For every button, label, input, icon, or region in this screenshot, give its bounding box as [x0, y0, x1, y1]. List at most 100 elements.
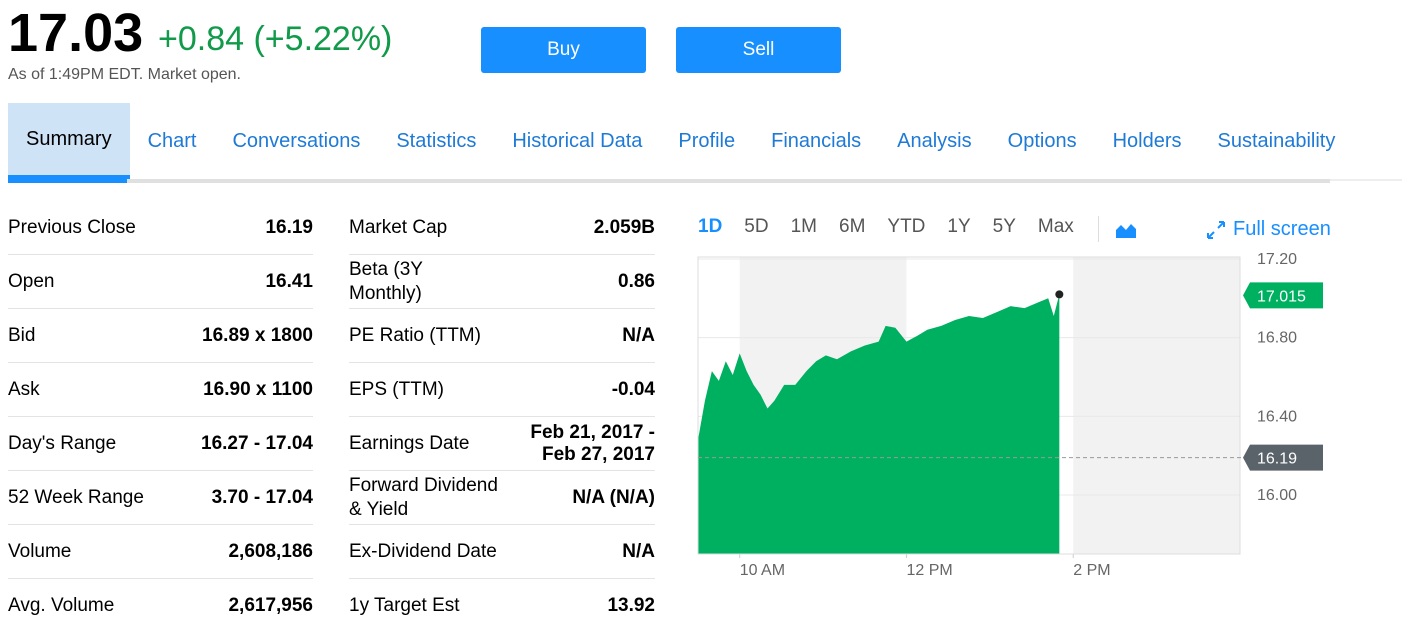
separator	[1098, 216, 1099, 242]
range-button[interactable]: 5Y	[992, 216, 1016, 237]
y-tick-label: 16.80	[1257, 330, 1297, 347]
price-tag	[1243, 444, 1323, 471]
row-value: Feb 21, 2017 - Feb 27, 2017	[530, 421, 655, 465]
x-tick-label: 10 AM	[740, 562, 785, 579]
summary-table: Previous Close 16.19 Open 16.41 Bid 16.89 x 1…	[8, 201, 313, 633]
tab[interactable]: Historical Data	[512, 130, 643, 152]
tab[interactable]: Options	[1007, 130, 1077, 152]
tab[interactable]: Sustainability	[1217, 130, 1336, 152]
price: 17.03	[8, 3, 144, 63]
row-label: Beta (3Y Monthly)	[349, 258, 423, 304]
range-button[interactable]: 1Y	[947, 216, 971, 237]
tab[interactable]: Holders	[1112, 130, 1182, 152]
summary-row: Day's Range 16.27 - 17.04	[8, 417, 313, 471]
last-price-dot	[1055, 290, 1064, 299]
row-label: Ask	[8, 378, 40, 400]
y-tick-label: 16.00	[1257, 487, 1297, 504]
row-value: 16.27 - 17.04	[201, 432, 313, 454]
tab[interactable]: Chart	[147, 130, 197, 152]
row-value: N/A (N/A)	[572, 486, 655, 508]
row-label: Ex-Dividend Date	[349, 540, 497, 562]
summary-row: Earnings Date Feb 21, 2017 - Feb 27, 2017	[349, 417, 655, 471]
range-selector: 1D 5D 1M 6M YTD 1Y 5Y Max	[698, 216, 1096, 238]
row-label: Volume	[8, 540, 72, 562]
range-button[interactable]: 1D	[698, 216, 723, 237]
summary-row: EPS (TTM) -0.04	[349, 363, 655, 417]
session-band	[1073, 257, 1240, 554]
price-change: +0.84 (+5.22%)	[158, 20, 393, 58]
plot-frame	[697, 256, 1241, 555]
row-label: Avg. Volume	[8, 595, 115, 616]
row-value: N/A	[622, 324, 655, 346]
row-label: PE Ratio (TTM)	[349, 324, 481, 346]
row-value: 16.19	[265, 216, 313, 238]
row-value: 16.90 x 1100	[203, 378, 313, 400]
summary-row: Bid 16.89 x 1800	[8, 309, 313, 363]
tab[interactable]: Profile	[678, 130, 736, 152]
x-tick-label: 2 PM	[1073, 562, 1110, 579]
as-of: As of 1:49PM EDT. Market open.	[8, 66, 241, 83]
summary-row: Volume 2,608,186	[8, 525, 313, 579]
tab[interactable]: Analysis	[897, 130, 972, 152]
range-button[interactable]: YTD	[887, 216, 926, 237]
tab[interactable]: Conversations	[232, 130, 361, 152]
chart-type-icon[interactable]	[1114, 220, 1138, 240]
tab[interactable]: Summary	[8, 103, 130, 179]
summary-row: 52 Week Range 3.70 - 17.04	[8, 471, 313, 525]
tab[interactable]: Financials	[771, 130, 862, 152]
price-area	[698, 294, 1060, 554]
row-label: 52 Week Range	[8, 486, 144, 508]
summary-row: PE Ratio (TTM) N/A	[349, 309, 655, 363]
tab-rule	[8, 179, 1330, 183]
row-label: Market Cap	[349, 216, 448, 238]
summary-table: Market Cap 2.059B Beta (3Y Monthly) 0.86 PE …	[349, 201, 655, 633]
summary-row: 1y Target Est 13.92	[349, 579, 655, 633]
summary-row: Open 16.41	[8, 255, 313, 309]
full-screen-icon[interactable]	[1206, 220, 1226, 240]
row-label: Forward Dividend & Yield	[349, 474, 498, 520]
row-value: 2.059B	[593, 216, 655, 238]
tab-rule	[1330, 179, 1402, 181]
summary-row: Market Cap 2.059B	[349, 201, 655, 255]
sell-button[interactable]: Sell	[676, 27, 841, 73]
row-label: EPS (TTM)	[349, 378, 444, 400]
row-label: 1y Target Est	[349, 595, 460, 616]
summary-row: Previous Close 16.19	[8, 201, 313, 255]
row-value: 0.86	[618, 270, 655, 292]
range-button[interactable]: 1M	[790, 216, 817, 237]
x-tick-label: 12 PM	[906, 562, 952, 579]
full-screen[interactable]: Full screen	[1233, 218, 1331, 240]
row-label: Open	[8, 270, 55, 292]
row-value: 2,608,186	[228, 540, 313, 562]
row-value: 13.92	[607, 595, 655, 616]
summary-row: Beta (3Y Monthly) 0.86	[349, 255, 655, 309]
row-label: Bid	[8, 324, 36, 346]
row-value: 3.70 - 17.04	[211, 486, 313, 508]
row-value: -0.04	[611, 378, 655, 400]
row-value: N/A	[622, 540, 655, 562]
summary-row: Ex-Dividend Date N/A	[349, 525, 655, 579]
row-value: 16.89 x 1800	[202, 324, 313, 346]
row-value: 2,617,956	[228, 595, 313, 616]
price-tag-label: 16.19	[1257, 451, 1297, 468]
row-label: Earnings Date	[349, 432, 470, 454]
summary-row: Avg. Volume 2,617,956	[8, 579, 313, 633]
price-tag-label: 17.015	[1257, 288, 1306, 305]
summary-row: Ask 16.90 x 1100	[8, 363, 313, 417]
range-button[interactable]: 6M	[839, 216, 866, 237]
range-button[interactable]: Max	[1037, 216, 1074, 237]
tab-active-bar	[8, 179, 127, 183]
range-button[interactable]: 5D	[744, 216, 769, 237]
tab[interactable]: Statistics	[396, 130, 477, 152]
price-tag	[1243, 282, 1323, 309]
buy-button[interactable]: Buy	[481, 27, 646, 73]
summary-row: Forward Dividend & Yield N/A (N/A)	[349, 471, 655, 525]
y-tick-label: 16.40	[1257, 408, 1297, 425]
tab-bar: Summary Chart Conversations Statistics Histo…	[8, 103, 1353, 180]
row-value: 16.41	[265, 270, 313, 292]
row-label: Previous Close	[8, 216, 136, 238]
y-tick-label: 17.20	[1257, 251, 1297, 268]
row-label: Day's Range	[8, 432, 117, 454]
